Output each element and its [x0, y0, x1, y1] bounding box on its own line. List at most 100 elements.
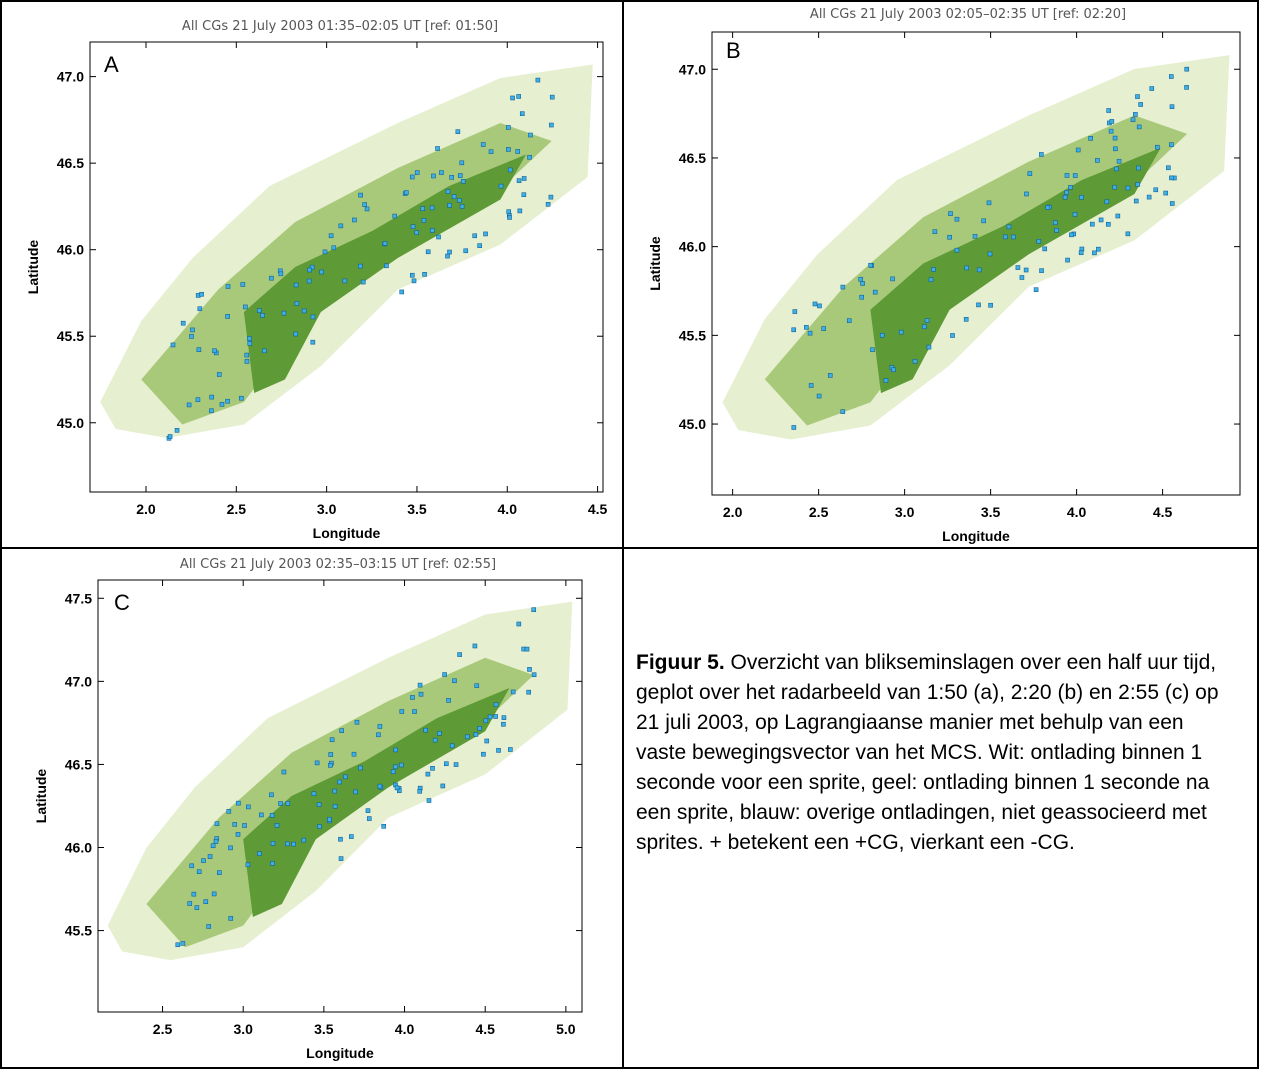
lightning-marker [1052, 220, 1058, 226]
lightning-marker [464, 734, 470, 740]
lightning-marker [242, 823, 247, 828]
lightning-marker [1155, 144, 1160, 150]
lightning-marker [447, 249, 452, 255]
lightning-marker [493, 714, 498, 719]
lightning-marker [1075, 147, 1081, 153]
lightning-marker [338, 856, 344, 861]
lightning-marker [840, 284, 846, 290]
panel-letter: B [726, 38, 741, 63]
lightning-marker [1106, 221, 1111, 227]
lightning-marker [488, 149, 494, 154]
lightning-marker [821, 326, 826, 331]
lightning-marker [926, 344, 932, 350]
lightning-marker [498, 183, 504, 189]
lightning-marker [281, 310, 287, 316]
lightning-marker [310, 339, 316, 345]
lightning-marker [301, 837, 307, 843]
lightning-marker [285, 841, 290, 847]
lightning-marker [260, 313, 265, 318]
lightning-marker [412, 709, 417, 714]
lightning-marker [414, 170, 420, 175]
lightning-marker [209, 408, 214, 414]
lightning-marker [417, 682, 423, 688]
lightning-marker [516, 621, 522, 627]
lightning-marker [423, 727, 428, 733]
lightning-marker [354, 719, 360, 725]
x-tick-label: 4.0 [498, 501, 518, 517]
lightning-marker [1011, 234, 1016, 240]
lightning-marker [1135, 182, 1141, 187]
lightning-marker [480, 142, 486, 147]
lightning-marker [931, 267, 936, 272]
lightning-marker [257, 851, 262, 856]
x-tick-label: 4.0 [1067, 504, 1087, 520]
x-axis-label: Longitude [942, 528, 1010, 544]
x-tick-label: 2.0 [136, 501, 156, 517]
lightning-marker [548, 194, 554, 200]
lightning-marker [343, 774, 348, 780]
lightning-marker [481, 751, 486, 757]
lightning-marker [352, 217, 357, 223]
lightning-marker [213, 839, 219, 844]
lightning-marker [1062, 194, 1068, 200]
lightning-marker [301, 308, 307, 314]
lightning-marker [219, 402, 225, 407]
lightning-marker [214, 821, 220, 827]
lightning-marker [1065, 257, 1070, 263]
lightning-marker [459, 204, 465, 209]
lightning-marker [1039, 152, 1044, 157]
lightning-marker [180, 320, 186, 326]
lightning-marker [1092, 250, 1097, 256]
lightning-marker [269, 275, 274, 281]
lightning-marker [883, 378, 889, 383]
lightning-marker [1054, 228, 1059, 233]
lightning-marker [947, 234, 952, 240]
lightning-marker [314, 760, 320, 766]
lightning-marker [510, 689, 516, 695]
lightning-marker [1003, 234, 1008, 240]
lightning-marker [816, 393, 822, 399]
lightning-marker [981, 218, 986, 224]
lightning-marker [1116, 158, 1122, 164]
y-axis-label: Latitude [647, 236, 663, 291]
lightning-marker [256, 308, 262, 313]
lightning-marker [1072, 173, 1078, 178]
lightning-marker [1114, 166, 1119, 172]
lightning-marker [1072, 212, 1078, 217]
lightning-marker [1149, 86, 1155, 91]
lightning-marker [394, 785, 400, 791]
lightning-marker [950, 333, 955, 338]
lightning-marker [332, 803, 338, 809]
lightning-marker [377, 783, 383, 789]
lightning-marker [1069, 232, 1074, 238]
lightning-marker [430, 228, 435, 233]
x-tick-label: 2.5 [809, 504, 829, 520]
lightning-marker [186, 402, 192, 408]
y-tick-label: 46.5 [679, 150, 706, 166]
lightning-marker [451, 194, 457, 199]
lightning-marker [426, 798, 432, 803]
lightning-marker [235, 832, 241, 837]
lightning-marker [1153, 187, 1159, 193]
lightning-marker [474, 683, 480, 689]
y-tick-label: 45.5 [679, 327, 706, 343]
lightning-marker [858, 276, 864, 282]
lightning-marker [338, 836, 343, 842]
lightning-marker [449, 743, 455, 749]
panel-title: All CGs 21 July 2003 01:35–02:05 UT [ref… [182, 19, 498, 34]
lightning-marker [382, 241, 388, 246]
lightning-marker [319, 269, 324, 275]
lightning-marker [1068, 185, 1073, 190]
lightning-marker [976, 267, 982, 273]
y-tick-label: 46.0 [57, 242, 84, 258]
x-tick-label: 2.5 [153, 1021, 173, 1037]
lightning-marker [228, 845, 233, 851]
lightning-marker [986, 200, 992, 206]
lightning-marker [351, 751, 357, 757]
lightning-marker [294, 301, 300, 306]
lightning-marker [349, 834, 354, 839]
lightning-marker [1133, 112, 1138, 117]
lightning-marker [417, 788, 423, 794]
y-tick-label: 47.5 [65, 590, 92, 606]
lightning-marker [445, 253, 450, 259]
